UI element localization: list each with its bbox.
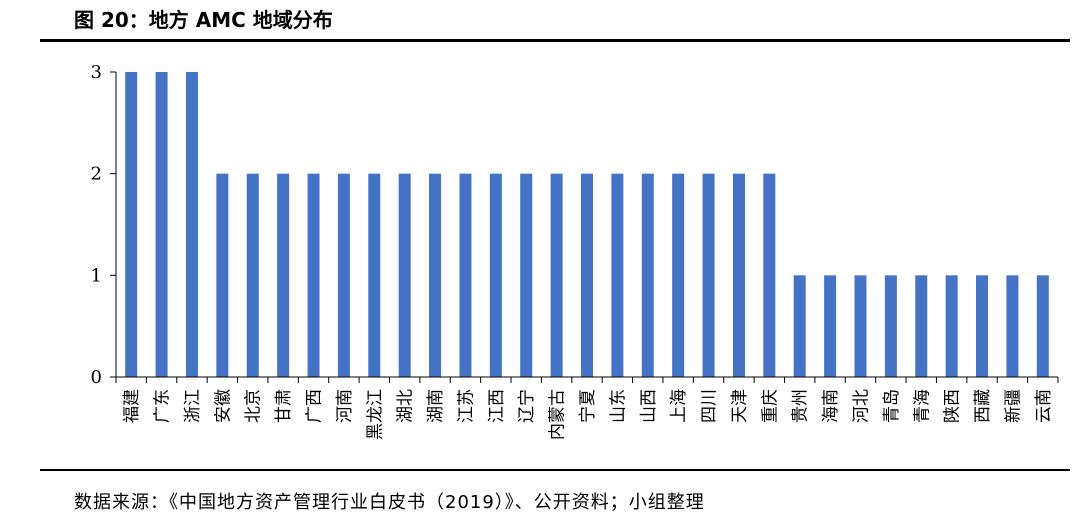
- x-tick-label: 江苏: [456, 389, 476, 423]
- bars: [125, 72, 1049, 377]
- bar: [307, 173, 320, 377]
- bar: [641, 173, 654, 377]
- y-tick-label: 2: [91, 164, 102, 185]
- x-tick-label: 新疆: [1003, 389, 1023, 423]
- bar: [763, 173, 776, 377]
- bar: [398, 173, 411, 377]
- bar: [155, 72, 168, 377]
- x-tick-label: 广东: [153, 389, 173, 423]
- bar-chart: 0123 福建 广东 浙江 安徽 北京 甘肃 广西 河南 黑龙江 湖北 湖南 江苏 江西 辽宁 内蒙古 宁夏山…: [91, 62, 1059, 440]
- x-tick-label: 西藏: [973, 389, 993, 423]
- bar: [1036, 275, 1049, 377]
- bar: [1006, 275, 1019, 377]
- y-tick-label: 3: [91, 62, 102, 83]
- bar: [246, 173, 259, 377]
- y-tick-label: 1: [91, 265, 102, 286]
- x-tick-label: 辽宁: [517, 389, 537, 423]
- bar: [672, 173, 685, 377]
- bar: [884, 275, 897, 377]
- x-tick-label: 福建: [122, 389, 142, 423]
- x-tick-label: 河北: [851, 389, 871, 423]
- bottom-rule: [40, 469, 1070, 471]
- x-tick-label: 安徽: [213, 389, 233, 423]
- x-tick-label: 黑龙江: [365, 389, 385, 440]
- bar: [459, 173, 472, 377]
- x-tick-label: 山西: [639, 389, 659, 423]
- top-rule: [40, 39, 1070, 42]
- x-tick-label: 北京: [244, 389, 264, 423]
- x-tick-label: 青海: [912, 389, 932, 423]
- bar: [702, 173, 715, 377]
- x-tick-label: 湖南: [426, 389, 446, 423]
- x-tick-label: 河南: [335, 389, 355, 423]
- x-tick-label: 山东: [608, 389, 628, 423]
- bar: [185, 72, 198, 377]
- x-axis: 福建 广东 浙江 安徽 北京 甘肃 广西 河南 黑龙江 湖北 湖南 江苏 江西 辽宁 内蒙古 宁夏 山东 山西 上海…: [115, 376, 1059, 440]
- x-tick-label: 浙江: [183, 389, 203, 423]
- x-tick-label: 云南: [1034, 389, 1054, 423]
- bar: [216, 173, 229, 377]
- bar: [337, 173, 350, 377]
- x-tick-label: 陕西: [943, 389, 963, 423]
- bar: [489, 173, 502, 377]
- bar: [824, 275, 837, 377]
- bar: [793, 275, 806, 377]
- x-tick-label: 重庆: [760, 389, 780, 423]
- x-tick-label: 青岛: [882, 389, 902, 423]
- y-axis: 0 1 2 3: [91, 62, 117, 388]
- bar: [581, 173, 593, 377]
- x-tick-label: 海南: [821, 389, 841, 423]
- bar: [125, 72, 138, 377]
- x-tick-label: 湖北: [396, 389, 416, 423]
- bar: [732, 173, 745, 377]
- bar: [945, 275, 958, 377]
- x-tick-label: 四川: [700, 389, 720, 423]
- x-tick-label: 贵州: [791, 389, 811, 423]
- bar: [976, 275, 989, 377]
- x-tick-label: 宁夏: [578, 389, 598, 423]
- y-tick-label: 0: [91, 367, 102, 388]
- bar: [611, 173, 624, 377]
- x-tick-label: 甘肃: [274, 389, 294, 423]
- bar: [520, 173, 533, 377]
- bar: [368, 173, 381, 377]
- bar: [429, 173, 442, 377]
- source-note: 数据来源：《中国地方资产管理行业白皮书（2019）》、公开资料；小组整理: [74, 492, 705, 513]
- x-tick-label: 江西: [487, 389, 507, 423]
- bar: [550, 173, 563, 377]
- x-tick-label: 天津: [730, 389, 750, 423]
- chart-title: 图 20：地方 AMC 地域分布: [74, 8, 333, 32]
- x-tick-label: 内蒙古: [548, 389, 568, 440]
- x-tick-label: 上海: [669, 389, 689, 423]
- x-tick-label: 广西: [305, 389, 325, 423]
- bar: [277, 173, 290, 377]
- bar: [854, 275, 867, 377]
- bar: [915, 275, 928, 377]
